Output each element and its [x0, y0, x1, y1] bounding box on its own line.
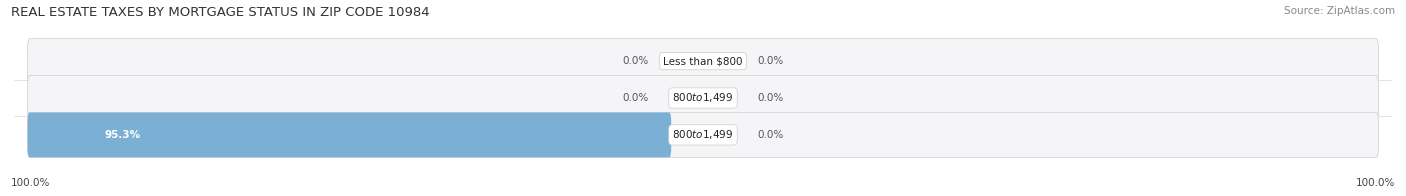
- Text: 100.0%: 100.0%: [1355, 178, 1395, 188]
- Text: 0.0%: 0.0%: [623, 93, 650, 103]
- FancyBboxPatch shape: [28, 113, 671, 157]
- Text: 95.3%: 95.3%: [105, 130, 141, 140]
- FancyBboxPatch shape: [28, 76, 1378, 120]
- FancyBboxPatch shape: [28, 113, 1378, 157]
- Text: Source: ZipAtlas.com: Source: ZipAtlas.com: [1284, 6, 1395, 16]
- Text: 0.0%: 0.0%: [756, 93, 783, 103]
- FancyBboxPatch shape: [28, 39, 1378, 83]
- Text: REAL ESTATE TAXES BY MORTGAGE STATUS IN ZIP CODE 10984: REAL ESTATE TAXES BY MORTGAGE STATUS IN …: [11, 6, 430, 19]
- Text: 0.0%: 0.0%: [756, 130, 783, 140]
- Text: $800 to $1,499: $800 to $1,499: [672, 92, 734, 104]
- Text: 0.0%: 0.0%: [756, 56, 783, 66]
- Text: 0.0%: 0.0%: [623, 56, 650, 66]
- Text: $800 to $1,499: $800 to $1,499: [672, 128, 734, 141]
- Text: Less than $800: Less than $800: [664, 56, 742, 66]
- Text: 100.0%: 100.0%: [11, 178, 51, 188]
